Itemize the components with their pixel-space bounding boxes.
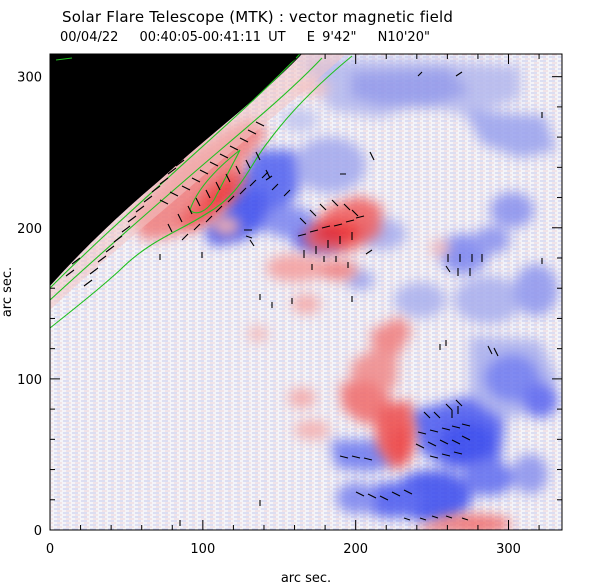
y-axis: 0 100 200 300 [17, 71, 562, 539]
magnetogram-image [50, 54, 562, 530]
off-disk-region [50, 54, 302, 286]
observation-date: 00/04/22 [60, 30, 119, 45]
position-ew: E 9'42" [306, 30, 357, 45]
y-tick-label: 100 [17, 373, 42, 388]
plot-frame [49, 53, 563, 531]
x-tick-label: 300 [496, 542, 521, 557]
x-tick-label: 200 [343, 542, 368, 557]
y-tick-label: 0 [34, 524, 42, 539]
limb-band [50, 54, 346, 310]
x-tick-label: 100 [190, 542, 215, 557]
image-title: Solar Flare Telescope (MTK) : vector mag… [62, 8, 454, 26]
observation-time: 00:40:05-00:41:11 UT [139, 30, 286, 45]
y-tick-label: 200 [17, 222, 42, 237]
x-axis: 0 100 200 300 [46, 54, 540, 557]
observation-info: 00/04/22 00:40:05-00:41:11 UT E 9'42" N1… [60, 30, 444, 45]
x-axis-label: arc sec. [281, 571, 331, 585]
position-ns: N10'20" [377, 30, 430, 45]
y-axis-label: arc sec. [0, 267, 15, 317]
transverse-field-vectors [65, 54, 543, 526]
x-tick-label: 0 [46, 542, 54, 557]
y-tick-label: 300 [17, 71, 42, 86]
continuum-contours [50, 54, 353, 329]
